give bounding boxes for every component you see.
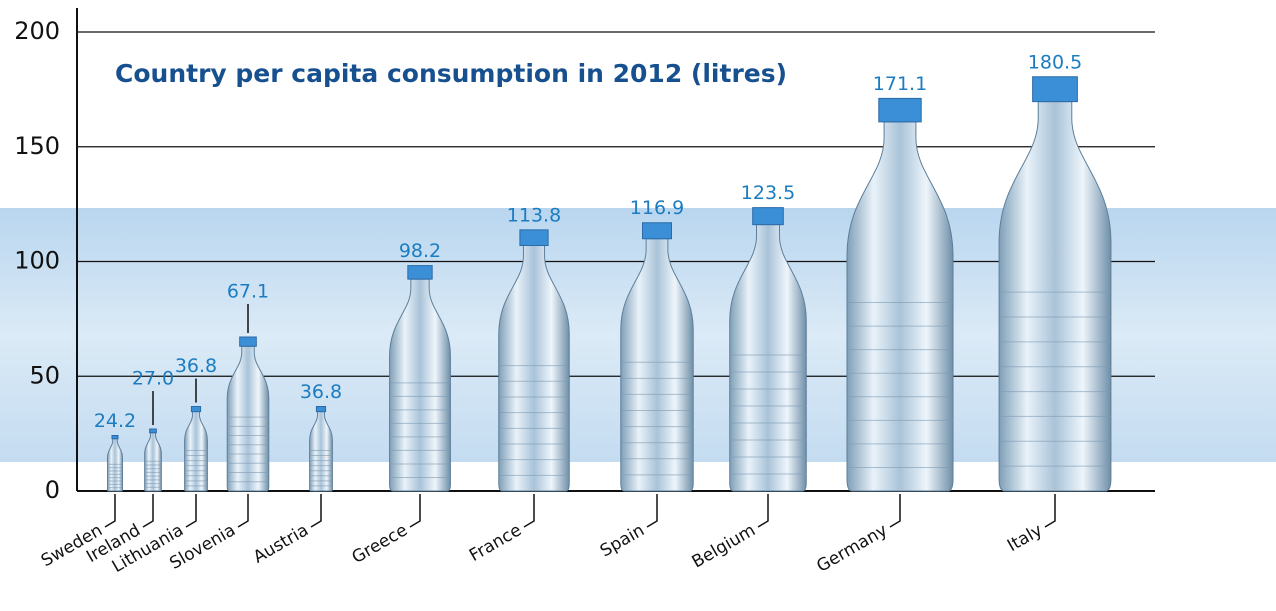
category-hook bbox=[186, 494, 196, 527]
bottle-cap bbox=[1033, 77, 1078, 102]
x-tick-label: Greece bbox=[349, 520, 411, 568]
value-label: 36.8 bbox=[300, 381, 342, 403]
bar bbox=[847, 122, 953, 491]
bottle-cap bbox=[753, 208, 784, 225]
bottle bbox=[847, 98, 953, 491]
x-tick-label: France bbox=[466, 520, 525, 566]
value-label: 36.8 bbox=[175, 355, 217, 377]
value-label: 113.8 bbox=[507, 204, 561, 226]
bottle-cap bbox=[316, 407, 325, 412]
x-tick-label: Italy bbox=[1004, 520, 1046, 556]
category-hook bbox=[238, 494, 248, 527]
value-label: 67.1 bbox=[227, 281, 269, 303]
category-hook bbox=[758, 494, 768, 527]
bottle-cap bbox=[520, 230, 548, 246]
y-tick-label: 0 bbox=[45, 476, 60, 504]
bottle-cap bbox=[150, 429, 157, 433]
x-tick-label: Spain bbox=[597, 520, 648, 561]
bottle-cap bbox=[112, 435, 118, 438]
category-hook bbox=[890, 494, 900, 527]
x-tick-label: Austria bbox=[250, 520, 312, 567]
value-label: 24.2 bbox=[94, 410, 136, 432]
bottle-cap bbox=[240, 337, 257, 346]
category-hook bbox=[524, 494, 534, 527]
bottle-cap bbox=[643, 223, 672, 239]
value-label: 123.5 bbox=[741, 182, 795, 204]
category-hook bbox=[410, 494, 420, 527]
value-label: 98.2 bbox=[399, 240, 441, 262]
bottle bbox=[999, 77, 1111, 491]
y-tick-label: 200 bbox=[14, 17, 60, 45]
x-tick-label: Germany bbox=[813, 520, 891, 576]
chart-title: Country per capita consumption in 2012 (… bbox=[115, 59, 787, 88]
value-label: 171.1 bbox=[873, 73, 927, 95]
chart: Country per capita consumption in 2012 (… bbox=[0, 0, 1276, 611]
x-tick-label: Belgium bbox=[689, 520, 759, 572]
y-tick-label: 150 bbox=[14, 132, 60, 160]
bottle-cap bbox=[879, 98, 921, 122]
value-label: 180.5 bbox=[1028, 51, 1082, 73]
category-hook bbox=[1045, 494, 1055, 527]
category-hook bbox=[647, 494, 657, 527]
category-hook bbox=[311, 494, 321, 527]
value-label: 116.9 bbox=[630, 197, 684, 219]
bottle-cap bbox=[191, 407, 200, 412]
bar bbox=[999, 102, 1111, 491]
bottle-cap bbox=[408, 266, 432, 280]
category-hook bbox=[105, 494, 115, 527]
y-tick-label: 100 bbox=[14, 247, 60, 275]
y-tick-label: 50 bbox=[29, 361, 60, 389]
value-label: 27.0 bbox=[132, 368, 174, 390]
category-hook bbox=[143, 494, 153, 527]
